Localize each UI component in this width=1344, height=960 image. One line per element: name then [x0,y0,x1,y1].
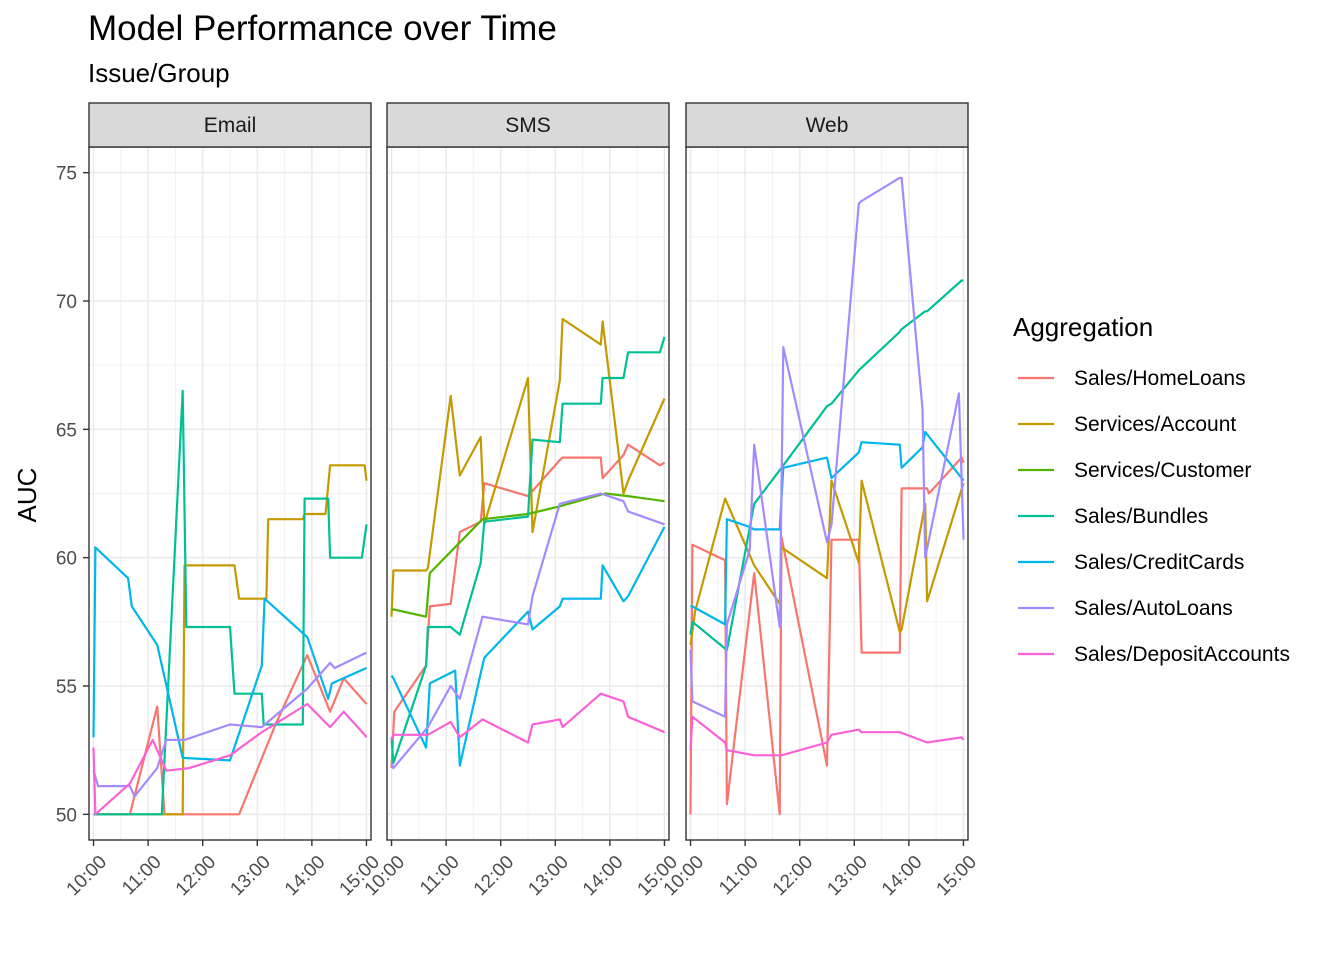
y-tick-label: 65 [56,420,77,441]
y-tick-label: 75 [56,164,77,185]
x-tick-label: 11:00 [715,852,762,899]
series-line-sales-depositaccounts [689,715,965,757]
y-tick-label: 60 [56,549,77,570]
series-line-sales-autoloans [92,651,367,798]
x-tick-label: 15:00 [933,852,981,900]
x-tick-label: 13:00 [226,852,274,900]
legend-label: Services/Customer [1074,459,1251,482]
x-tick-label: 12:00 [769,852,817,900]
x-tick-label: 11:00 [118,852,165,899]
legend-label: Sales/CreditCards [1074,551,1244,574]
series-line-sales-creditcards [92,546,367,762]
chart-subtitle: Issue/Group [88,58,230,88]
strip-background [386,102,670,148]
x-tick-label: 13:00 [524,852,572,900]
series-line-sales-autoloans [390,492,665,770]
legend-label: Sales/Bundles [1074,505,1208,528]
y-axis-title: AUC [12,468,42,523]
x-tick-label: 12:00 [172,852,220,900]
legend-title: Aggregation [1013,312,1153,342]
legend-items: Sales/HomeLoans Services/Account Services/… [1018,367,1290,666]
legend-item-sales-bundles: Sales/Bundles [1018,505,1208,528]
legend: Aggregation Sales/HomeLoans Services/Acco… [1013,312,1290,666]
legend-item-services-account: Services/Account [1018,413,1236,436]
strip-label: Email [204,114,257,137]
x-tick-label: 12:00 [470,852,518,900]
series-line-sales-bundles [390,336,666,765]
strip-label: Web [806,114,849,137]
series-line-sales-homeloans [689,456,965,816]
legend-label: Sales/DepositAccounts [1074,643,1290,666]
x-tick-label: 10:00 [63,852,111,900]
x-tick-label: 11:00 [416,852,463,899]
strip-background [685,102,969,148]
legend-item-services-customer: Services/Customer [1018,459,1251,482]
chart-title: Model Performance over Time [88,9,557,48]
series-line-sales-creditcards [390,526,666,767]
series-line-services-account [93,464,368,816]
x-tick-label: 13:00 [823,852,871,900]
series-line-sales-depositaccounts [390,692,665,744]
x-tick-label: 14:00 [878,852,926,900]
x-tick-label: 14:00 [281,852,329,900]
legend-item-sales-autoloans: Sales/AutoLoans [1018,597,1233,620]
legend-label: Services/Account [1074,413,1236,436]
series-line-sales-homeloans [93,654,368,816]
strip-background [88,102,372,148]
legend-item-sales-depositaccounts: Sales/DepositAccounts [1018,643,1290,666]
series-line-sales-autoloans [689,176,965,718]
y-tick-label: 50 [56,805,77,826]
legend-label: Sales/HomeLoans [1074,367,1246,390]
strip-label: SMS [505,114,551,137]
legend-label: Sales/AutoLoans [1074,597,1233,620]
y-tick-label: 70 [56,292,77,313]
series-line-sales-bundles [689,279,964,652]
series-line-sales-bundles [93,389,368,816]
legend-item-sales-homeloans: Sales/HomeLoans [1018,367,1246,390]
x-tick-label: 14:00 [579,852,627,900]
legend-item-sales-creditcards: Sales/CreditCards [1018,551,1244,574]
series-line-sales-depositaccounts [92,702,368,816]
y-tick-label: 55 [56,677,77,698]
